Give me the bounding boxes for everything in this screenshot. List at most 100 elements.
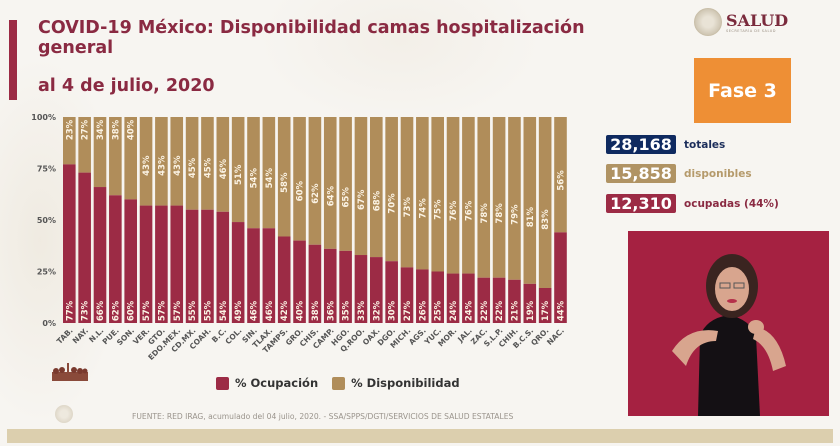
bar-ocupacion	[554, 232, 567, 323]
y-tick-label: 0%	[42, 319, 56, 328]
bars: 23% 77% 27% 73% 34% 66% 38% 62% 40% 60% 43% 57% 43% 5…	[63, 117, 567, 323]
bar-ocupacion	[277, 236, 291, 323]
data-label-ocupacion: 19%	[526, 300, 536, 321]
bar-disponibilidad	[293, 117, 306, 241]
data-label-disponibilidad: 45%	[203, 157, 213, 178]
interpreter-figure	[628, 231, 829, 416]
legend-swatch-ocupacion	[216, 376, 229, 390]
bar-disponibilidad	[492, 117, 506, 278]
data-label-disponibilidad: 74%	[418, 198, 428, 219]
data-label-ocupacion: 40%	[296, 300, 306, 321]
data-label-ocupacion: 22%	[495, 300, 505, 321]
bar-ocupacion	[538, 287, 552, 323]
bar-group: 27% 73%	[78, 117, 91, 323]
data-label-disponibilidad: 56%	[557, 170, 567, 191]
legend-label: % Ocupación	[235, 376, 319, 390]
y-tick-label: 75%	[37, 165, 56, 174]
bar-ocupacion	[339, 250, 352, 323]
data-label-disponibilidad: 54%	[250, 168, 260, 189]
data-label-disponibilidad: 54%	[265, 168, 275, 189]
x-tick-label: AGS.	[407, 326, 428, 347]
data-label-disponibilidad: 79%	[510, 204, 520, 225]
bar-disponibilidad	[370, 117, 383, 258]
bar-ocupacion	[308, 244, 322, 323]
bar-disponibilidad	[400, 117, 414, 268]
y-tick-label: 50%	[37, 216, 56, 225]
bar-ocupacion	[109, 195, 122, 323]
page-title: COVID-19 México: Disponibilidad camas ho…	[38, 18, 585, 58]
stat-label: totales	[684, 138, 726, 151]
bar-group: 70% 30%	[385, 117, 398, 323]
data-label-ocupacion: 30%	[388, 300, 398, 321]
bar-group: 58% 42%	[277, 117, 291, 323]
y-tick-label: 100%	[31, 113, 56, 122]
bar-ocupacion	[216, 211, 230, 323]
bar-group: 56% 44%	[554, 117, 567, 323]
bar-ocupacion	[170, 205, 184, 323]
bar-group: 76% 24%	[446, 117, 460, 323]
data-label-disponibilidad: 43%	[157, 155, 167, 176]
data-label-disponibilidad: 78%	[480, 203, 490, 224]
legend-item-ocupacion: % Ocupación	[216, 376, 318, 390]
bar-group: 43% 57%	[155, 117, 168, 323]
bar-ocupacion	[247, 228, 260, 323]
bar-ocupacion	[462, 273, 475, 323]
bar-disponibilidad	[323, 117, 337, 249]
bar-ocupacion	[354, 255, 368, 323]
bar-disponibilidad	[477, 117, 491, 278]
legend-label: % Disponibilidad	[351, 376, 460, 390]
logo-subtitle: SECRETARÍA DE SALUD	[726, 28, 776, 33]
data-label-ocupacion: 21%	[510, 300, 520, 321]
bar-group: 76% 24%	[462, 117, 475, 323]
bar-group: 40% 60%	[124, 117, 137, 323]
bar-disponibilidad	[216, 117, 230, 212]
bar-disponibilidad	[63, 117, 76, 165]
legend-swatch-disponibilidad	[332, 376, 346, 390]
bar-ocupacion	[492, 277, 506, 323]
bar-ocupacion	[63, 164, 76, 323]
coat-of-arms-seal-icon	[694, 8, 722, 36]
stat-label: disponibles	[684, 167, 752, 180]
data-label-ocupacion: 17%	[541, 300, 551, 321]
x-axis: TAB.NAY.N.L.PUE.SON.VER.GTO.EDO.MEX.CD.M…	[55, 326, 566, 362]
data-label-disponibilidad: 34%	[96, 119, 106, 140]
y-axis: 0% 25% 50% 75% 100%	[31, 113, 56, 328]
data-label-disponibilidad: 62%	[311, 183, 321, 204]
bar-ocupacion	[293, 240, 306, 323]
bar-ocupacion	[431, 271, 444, 323]
bar-group: 43% 57%	[139, 117, 153, 323]
data-label-disponibilidad: 68%	[372, 190, 382, 211]
bar-group: 81% 19%	[523, 117, 537, 323]
source-note: FUENTE: RED IRAG, acumulado del 04 julio…	[132, 412, 514, 421]
bar-ocupacion	[323, 248, 337, 323]
bar-group: 60% 40%	[293, 117, 306, 323]
bar-group: 43% 57%	[170, 117, 184, 323]
stat-ocupadas: 12,310 ocupadas (44%)	[606, 194, 779, 213]
bar-disponibilidad	[262, 117, 276, 229]
data-label-ocupacion: 35%	[342, 300, 352, 321]
data-label-ocupacion: 55%	[203, 300, 213, 321]
bar-disponibilidad	[109, 117, 122, 196]
bar-disponibilidad	[155, 117, 168, 206]
bar-disponibilidad	[139, 117, 153, 206]
data-label-disponibilidad: 81%	[526, 206, 536, 227]
bar-group: 78% 22%	[477, 117, 491, 323]
bar-disponibilidad	[431, 117, 444, 272]
data-label-ocupacion: 77%	[65, 300, 75, 321]
bar-disponibilidad	[446, 117, 460, 274]
data-label-disponibilidad: 65%	[342, 187, 352, 208]
bar-disponibilidad	[308, 117, 322, 245]
stat-value-box: 28,168	[606, 135, 676, 154]
bar-group: 83% 17%	[538, 117, 552, 323]
bar-disponibilidad	[538, 117, 552, 288]
data-label-disponibilidad: 38%	[111, 119, 121, 140]
bar-ocupacion	[231, 222, 245, 323]
data-label-ocupacion: 33%	[357, 300, 367, 321]
bar-disponibilidad	[78, 117, 91, 173]
bar-disponibilidad	[339, 117, 352, 251]
bar-disponibilidad	[354, 117, 368, 256]
stat-value-box: 15,858	[606, 164, 676, 183]
bar-group: 62% 38%	[308, 117, 322, 323]
legend-item-disponibilidad: % Disponibilidad	[332, 376, 460, 390]
data-label-ocupacion: 25%	[434, 300, 444, 321]
